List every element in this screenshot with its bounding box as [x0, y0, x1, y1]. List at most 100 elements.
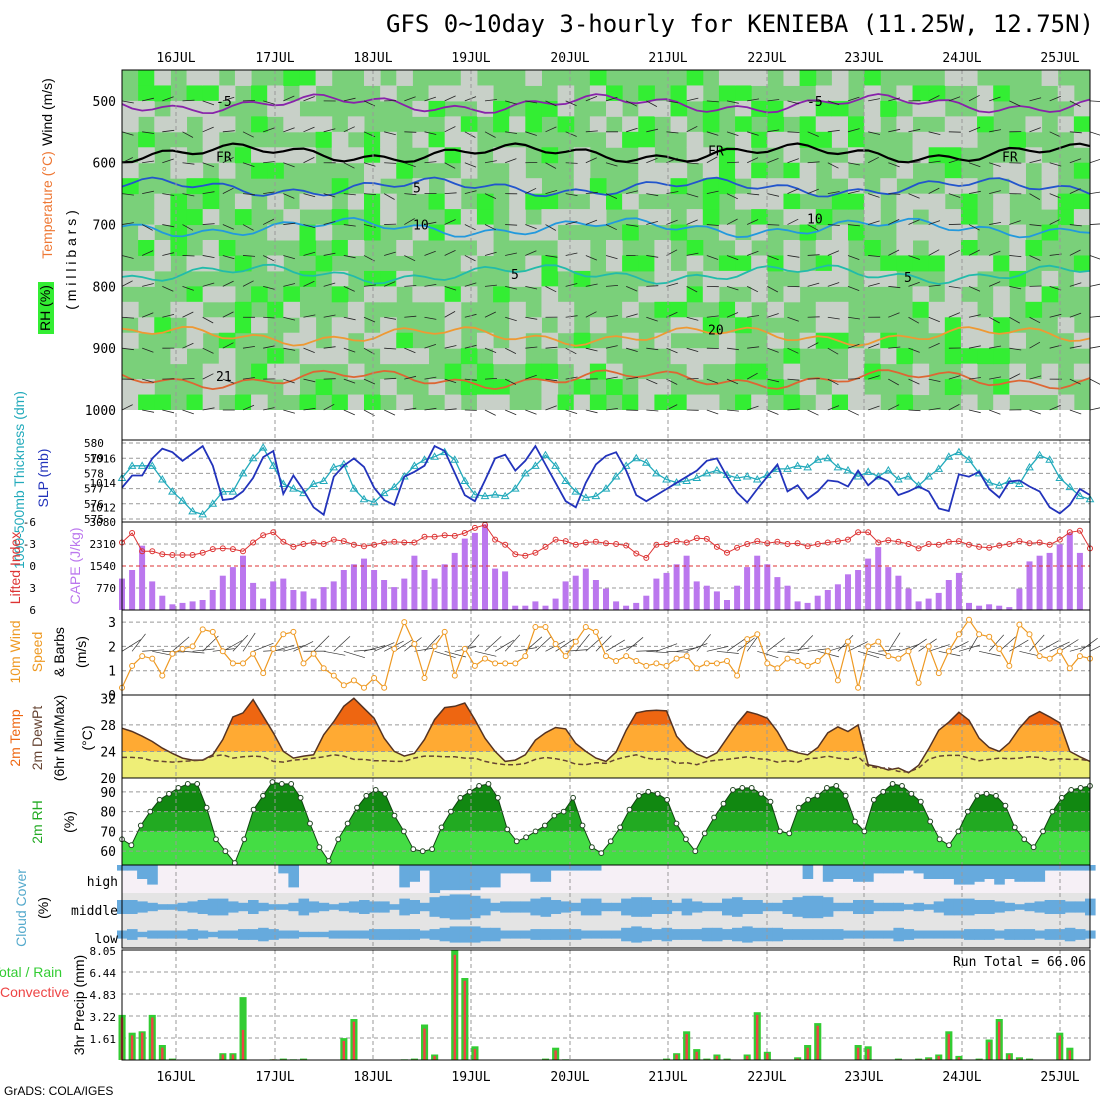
rh-cell-moist	[315, 131, 333, 148]
wind-barb	[585, 191, 598, 195]
rh-cell-dry	[1025, 286, 1043, 303]
wind10-point	[229, 660, 236, 667]
cloud-cell-middle	[762, 902, 773, 912]
thickness-point	[843, 465, 853, 474]
rh-cell-dry	[960, 178, 978, 195]
footer-credit: GrADS: COLA/IGES	[4, 1084, 113, 1098]
rh-cell-dry	[589, 209, 607, 226]
rh2m-point	[551, 812, 558, 819]
rh-cell-dry	[218, 116, 236, 133]
rh-cell-dry	[815, 301, 833, 318]
wind-barb	[1089, 158, 1100, 164]
cloud-cell-low	[469, 926, 481, 943]
lifted-point	[744, 541, 751, 547]
wind-barb	[706, 315, 719, 318]
lifted-point	[784, 541, 791, 547]
cloud-cell-middle	[701, 902, 713, 912]
rh-cell-dry	[541, 209, 559, 226]
cloud-cell-high	[974, 865, 985, 882]
cloud-cell-low	[853, 930, 864, 939]
wind-barb	[1029, 255, 1041, 261]
cloud-cell-middle	[167, 904, 178, 910]
wind-barb	[404, 407, 417, 411]
rh-cell-dry	[573, 240, 591, 256]
wind10-point	[461, 645, 468, 652]
rh-cell-dry	[686, 209, 704, 226]
cloud-cell-high	[1014, 865, 1025, 882]
rh-legend-swatch	[38, 282, 54, 334]
wind10-barb	[1009, 639, 1029, 652]
ylabel-temp-units: (°C)	[79, 725, 95, 750]
wind-barb	[363, 378, 376, 385]
rh-cell-moist	[202, 178, 220, 195]
rh-cell-moist	[218, 332, 236, 349]
wind10-barb	[898, 643, 920, 652]
y-tick-label-left: -6	[23, 516, 36, 529]
date-label-19jul: 19JUL	[451, 1070, 490, 1085]
wind10-point	[522, 653, 529, 660]
thickness-point	[480, 491, 490, 500]
wind-barb	[142, 250, 154, 256]
cloud-cell-middle	[580, 898, 592, 916]
wind-barb	[908, 193, 920, 199]
contour-label: FR	[216, 151, 232, 166]
cape-bar	[865, 558, 872, 610]
rh-cell-moist	[670, 224, 688, 241]
wind-barb	[263, 345, 275, 349]
rh-cell-moist	[460, 348, 478, 365]
cloud-cell-high	[883, 865, 894, 874]
rh-cell-dry	[735, 301, 752, 318]
rh-cell-moist	[702, 116, 720, 133]
lifted-point	[582, 539, 589, 546]
rh-cell-dry	[928, 301, 946, 318]
wind-barb	[202, 223, 215, 225]
wind-barb	[807, 254, 820, 256]
cloud-cell-middle	[490, 902, 501, 912]
rh-cell-dry	[267, 85, 284, 102]
wind-barb	[646, 255, 659, 258]
wind10-barb	[777, 650, 800, 654]
rh2m-point	[946, 842, 952, 849]
wind10-point	[1066, 665, 1073, 672]
rh-cell-moist	[735, 85, 752, 102]
thickness-point	[1045, 455, 1055, 463]
lifted-point	[885, 537, 892, 544]
cloud-cell-high	[399, 865, 410, 888]
wind-barb	[484, 160, 497, 164]
cloud-cell-low	[540, 929, 552, 940]
wind-barb	[1089, 378, 1100, 385]
wind-barb	[827, 347, 839, 355]
rh-cell-dry	[799, 162, 817, 179]
wind-barb	[464, 224, 476, 231]
rh-cell-dry	[670, 348, 688, 365]
rh-cell-dry	[380, 348, 397, 365]
thickness-point	[853, 471, 863, 480]
cloud-cell-low	[1014, 929, 1025, 940]
rh-cell-dry	[944, 240, 962, 256]
rh-cell-dry	[1041, 363, 1059, 380]
rh2m-point	[758, 790, 764, 797]
wind-barb	[1009, 316, 1020, 324]
rh-cell-dry	[944, 209, 962, 226]
wind-barb	[303, 378, 316, 383]
wind-barb	[424, 221, 437, 225]
rh-cell-dry	[234, 193, 252, 210]
rh-cell-dry	[525, 70, 542, 86]
rh-cell-dry	[396, 394, 413, 411]
rh2m-point	[391, 812, 398, 819]
rh-cell-dry	[541, 379, 559, 396]
cloud-cell-middle	[500, 901, 511, 913]
precip-convective-bar	[816, 1025, 819, 1060]
rh-cell-moist	[912, 301, 930, 318]
cloud-cell-low	[449, 926, 461, 943]
wind-barb	[928, 187, 940, 194]
cape-bar	[451, 552, 458, 610]
cape-bar	[209, 590, 216, 610]
rh-cell-dry	[444, 332, 462, 349]
cloud-cell-low	[348, 930, 360, 939]
precip-convective-bar	[141, 1032, 144, 1060]
wind-barb	[182, 311, 194, 318]
wind10-point	[966, 616, 972, 623]
wind-barb	[626, 224, 639, 227]
